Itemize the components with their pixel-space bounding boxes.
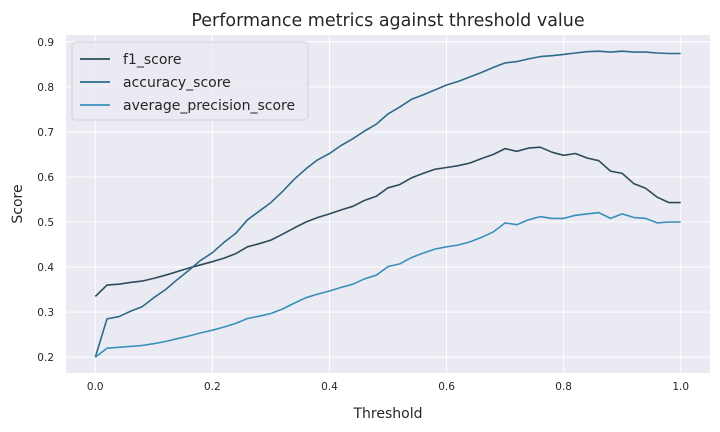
- y-tick-label: 0.4: [37, 262, 54, 274]
- x-tick-label: 0.4: [321, 381, 338, 393]
- y-tick-labels: 0.2 0.3 0.4 0.5 0.6 0.7 0.8 0.9: [37, 37, 54, 364]
- legend: f1_score accuracy_score average_precision_…: [71, 41, 309, 121]
- y-tick-label: 0.9: [37, 37, 54, 49]
- legend-label-accuracy-score: accuracy_score: [123, 75, 231, 91]
- legend-label-average-precision-score: average_precision_score: [123, 98, 295, 114]
- x-tick-label: 0.8: [555, 381, 572, 393]
- grid: [66, 35, 710, 373]
- x-tick-label: 1.0: [672, 381, 689, 393]
- legend-label-f1-score: f1_score: [123, 52, 181, 68]
- chart-title: Performance metrics against threshold va…: [191, 11, 584, 31]
- y-tick-label: 0.6: [37, 172, 54, 184]
- series-line-average-precision-score: [94, 211, 681, 358]
- x-tick-label: 0.0: [87, 381, 104, 393]
- y-tick-label: 0.3: [37, 307, 54, 319]
- y-axis-label: Score: [10, 184, 26, 223]
- y-tick-label: 0.8: [37, 82, 54, 94]
- series-lines: [94, 50, 681, 358]
- y-tick-label: 0.2: [37, 352, 54, 364]
- x-axis-label: Threshold: [353, 406, 423, 422]
- legend-box: [71, 41, 309, 121]
- y-tick-label: 0.5: [37, 217, 54, 229]
- x-tick-label: 0.2: [204, 381, 221, 393]
- series-line-accuracy-score: [94, 50, 681, 358]
- x-tick-label: 0.6: [438, 381, 455, 393]
- x-tick-labels: 0.0 0.2 0.4 0.6 0.8 1.0: [87, 381, 689, 393]
- y-tick-label: 0.7: [37, 127, 54, 139]
